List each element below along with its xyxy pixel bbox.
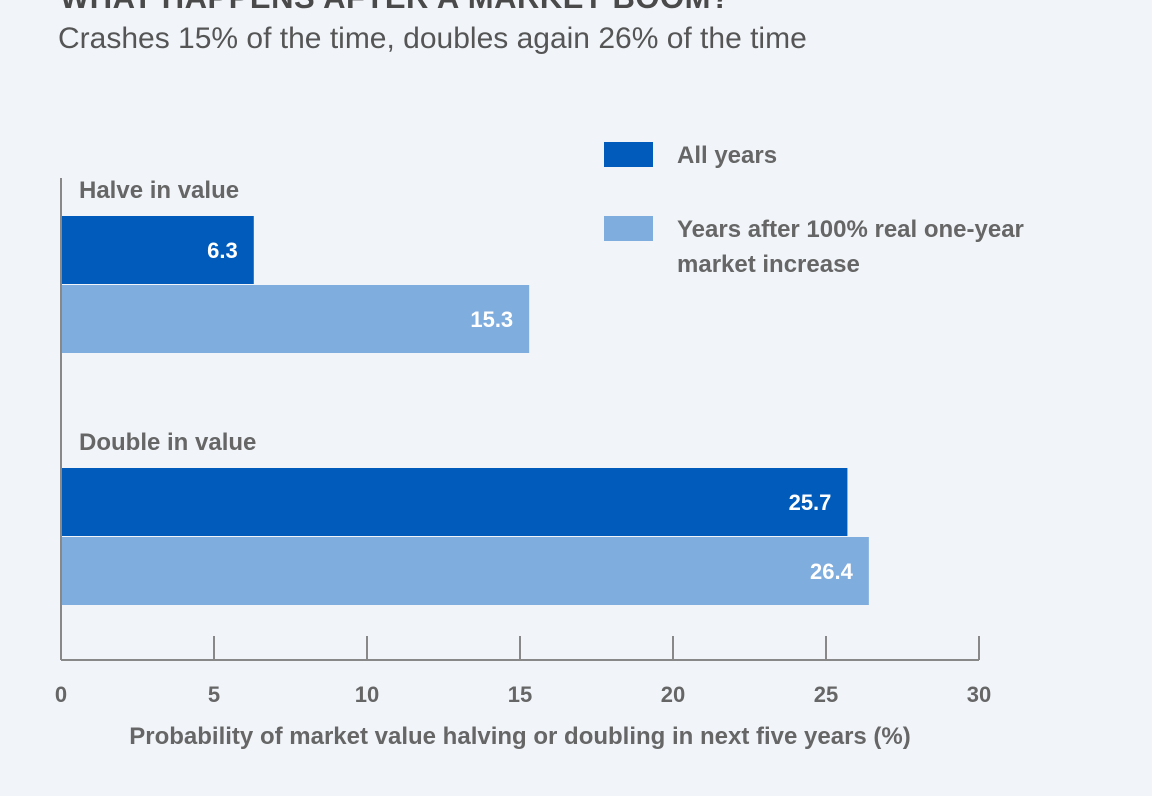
x-tick-label: 25 <box>814 682 838 707</box>
x-axis-title: Probability of market value halving or d… <box>129 723 911 750</box>
data-label: 15.3 <box>470 307 513 332</box>
data-label: 25.7 <box>789 490 832 515</box>
x-tick-label: 5 <box>208 682 220 707</box>
x-tick-label: 10 <box>355 682 379 707</box>
legend-label: All years <box>677 142 777 169</box>
x-tick-label: 15 <box>508 682 532 707</box>
bar <box>61 537 869 605</box>
x-tick-label: 20 <box>661 682 685 707</box>
category-label: Double in value <box>79 429 256 456</box>
bar <box>61 285 530 353</box>
bar <box>61 216 254 284</box>
legend-label: market increase <box>677 251 860 278</box>
x-tick-label: 0 <box>55 682 67 707</box>
chart-title: WHAT HAPPENS AFTER A MARKET BOOM? <box>60 0 730 16</box>
x-tick-label: 30 <box>967 682 991 707</box>
legend-label: Years after 100% real one-year <box>677 216 1024 243</box>
category-label: Halve in value <box>79 177 239 204</box>
bar <box>61 468 848 536</box>
chart-subtitle: Crashes 15% of the time, doubles again 2… <box>58 22 807 55</box>
legend-swatch <box>604 142 653 167</box>
legend-swatch <box>604 216 653 241</box>
data-label: 26.4 <box>810 559 854 584</box>
data-label: 6.3 <box>207 238 238 263</box>
